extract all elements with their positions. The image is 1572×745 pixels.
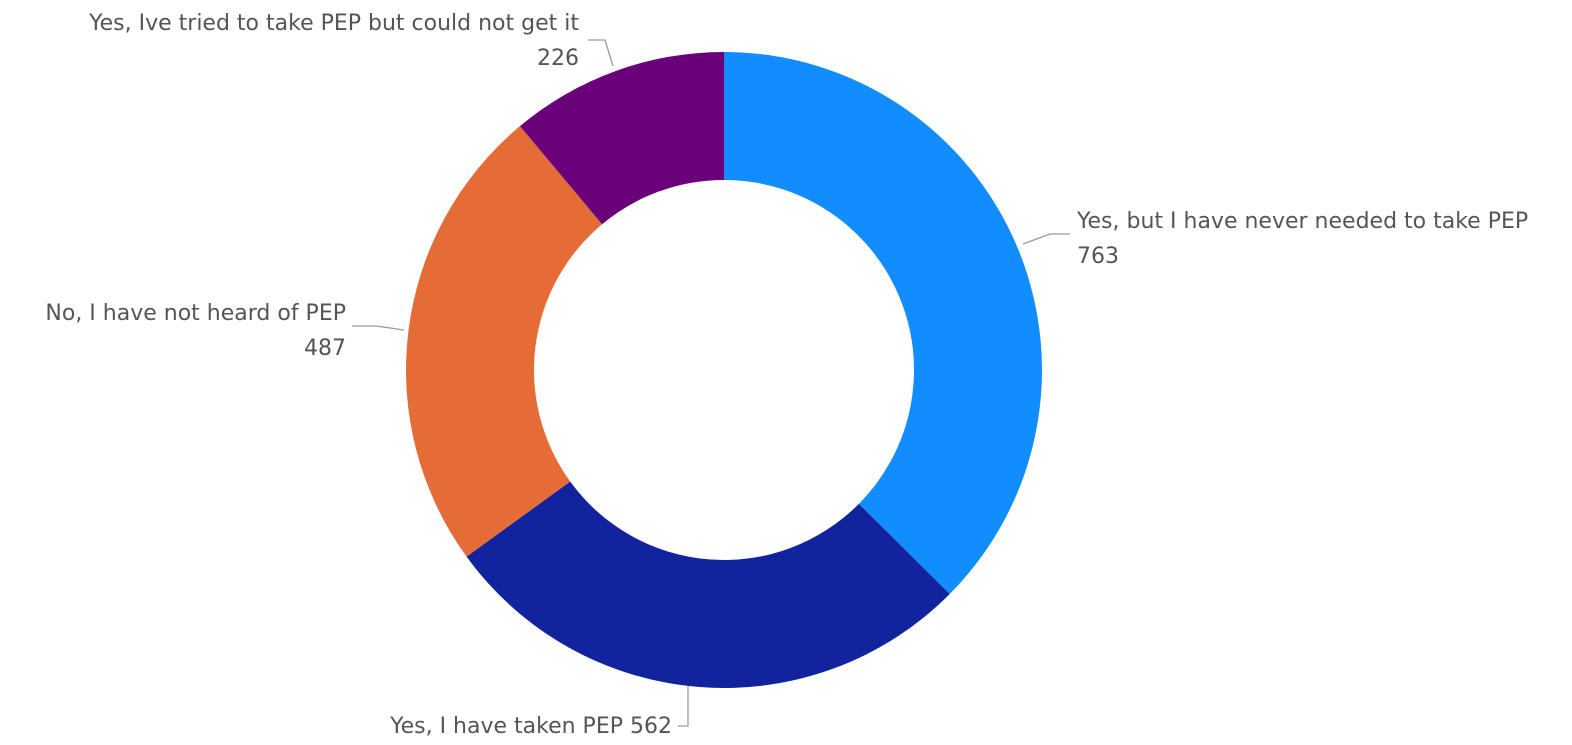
slice-label-yes-i-have-taken-pep: Yes, I have taken PEP [389,714,623,739]
slice-value-yes-ive-tried-to-take-pep-but-could-not-get-it: 226 [537,46,579,71]
donut-slice-yes-ive-tried-to-take-pep-but-could-not-get-it[interactable] [519,52,724,225]
donut-slice-yes-but-i-have-never-needed-to-take-pep[interactable] [724,52,1042,594]
slice-value-yes-but-i-have-never-needed-to-take-pep: 763 [1077,244,1119,269]
slices-layer [405,52,1042,688]
slice-label-yes-ive-tried-to-take-pep-but-could-not-get-it: Yes, Ive tried to take PEP but could not… [88,11,579,36]
leader-line-yes-but-i-have-never-needed-to-take-pep [1022,233,1070,245]
leader-lines-layer [352,39,1070,727]
leader-line-yes-i-have-taken-pep [678,686,689,727]
leader-line-no-i-have-not-heard-of-pep [352,325,405,331]
slice-data-label-yes-i-have-taken-pep: Yes, I have taken PEP 562 [389,714,672,739]
slice-label-yes-but-i-have-never-needed-to-take-pep: Yes, but I have never needed to take PEP [1076,209,1528,234]
data-labels-layer: Yes, but I have never needed to take PEP… [45,11,1528,739]
donut-slice-yes-i-have-taken-pep[interactable] [466,481,950,688]
slice-value-no-i-have-not-heard-of-pep: 487 [304,336,346,361]
donut-slice-no-i-have-not-heard-of-pep[interactable] [405,126,603,557]
slice-label-no-i-have-not-heard-of-pep: No, I have not heard of PEP [45,301,346,326]
slice-value-yes-i-have-taken-pep: 562 [630,714,672,739]
leader-line-yes-ive-tried-to-take-pep-but-could-not-get-it [588,39,614,67]
